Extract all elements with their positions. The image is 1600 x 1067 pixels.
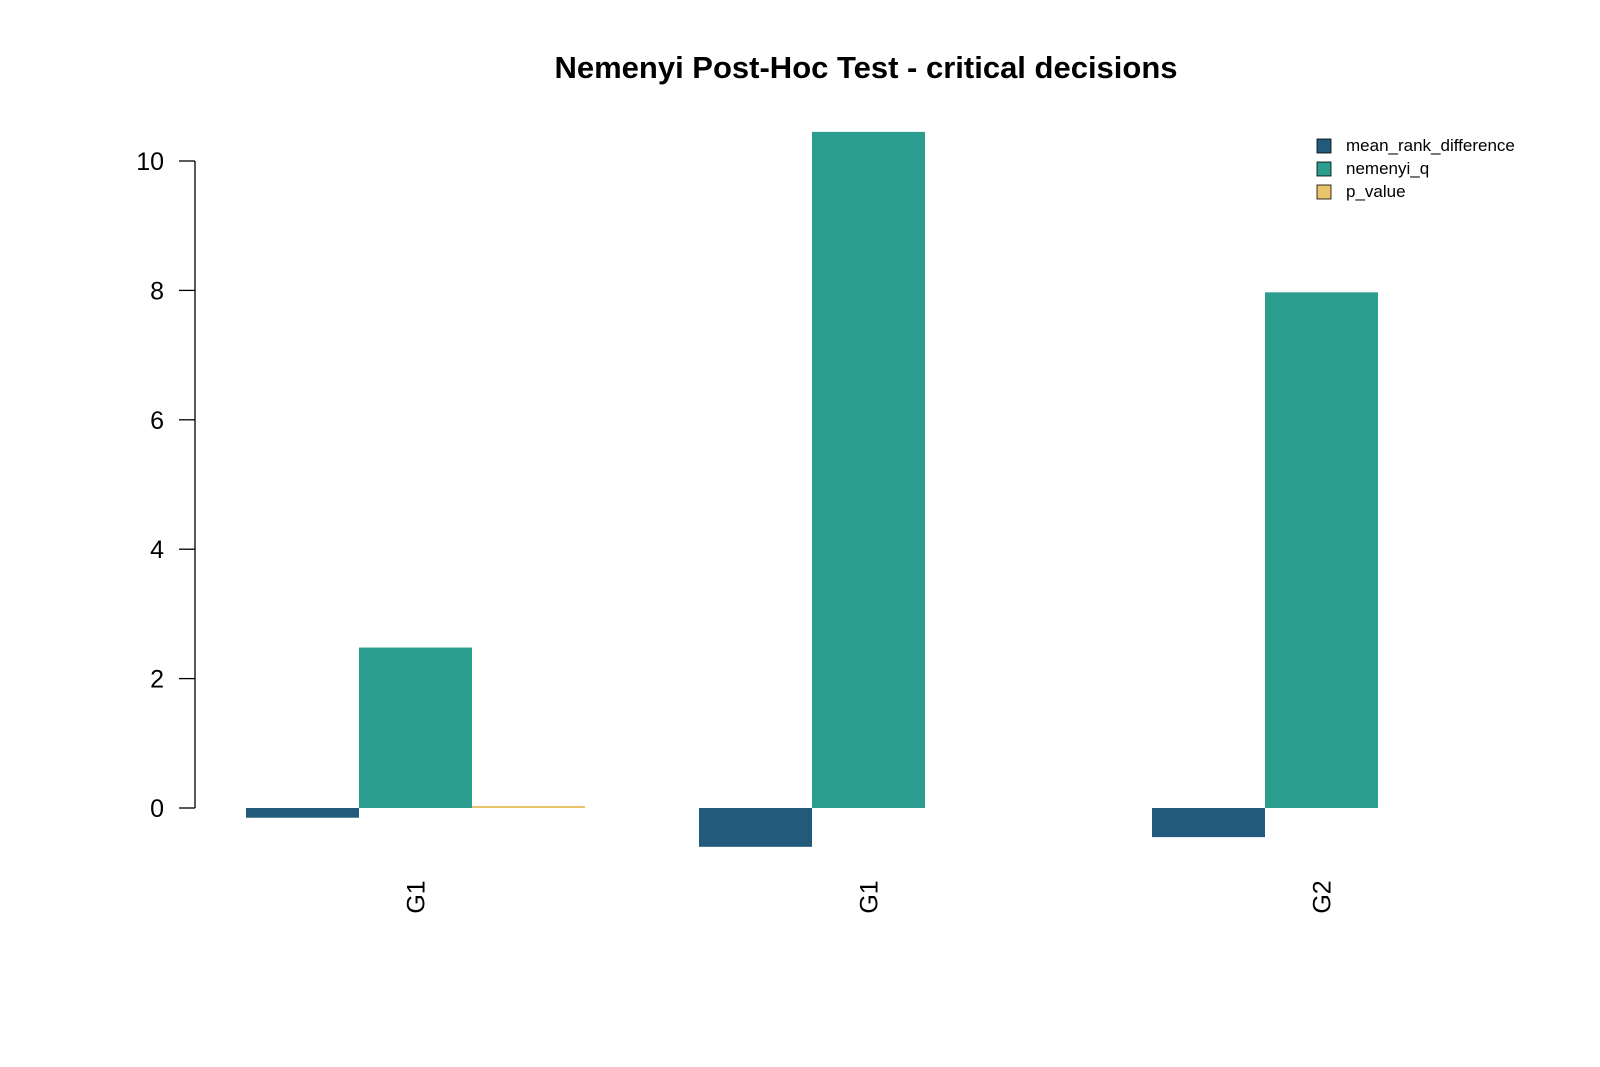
legend-label: p_value xyxy=(1346,182,1406,201)
y-tick-label: 0 xyxy=(150,795,164,823)
y-tick-label: 6 xyxy=(150,407,164,435)
legend-label: nemenyi_q xyxy=(1346,159,1429,178)
y-tick-label: 10 xyxy=(136,148,164,176)
bar-mean-rank-difference xyxy=(699,808,812,847)
x-category-label: G2 xyxy=(1309,880,1337,913)
bar-nemenyi-q xyxy=(1265,292,1378,808)
bar-mean-rank-difference xyxy=(246,808,359,818)
chart-title: Nemenyi Post-Hoc Test - critical decisio… xyxy=(554,50,1177,85)
bar-mean-rank-difference xyxy=(1152,808,1265,838)
y-axis: 0 2 4 6 8 10 xyxy=(136,148,196,823)
legend-swatch xyxy=(1316,138,1332,154)
bar-nemenyi-q xyxy=(812,131,925,808)
x-category-label: G1 xyxy=(403,880,431,913)
legend-swatch xyxy=(1316,184,1332,200)
legend-label: mean_rank_difference xyxy=(1346,136,1515,155)
legend-swatch xyxy=(1316,161,1332,177)
x-axis-labels: G1 G1 G2 xyxy=(403,880,1337,913)
bars-group xyxy=(246,131,1378,847)
bar-p-value xyxy=(472,806,585,808)
y-tick-label: 4 xyxy=(150,536,164,564)
y-tick-label: 2 xyxy=(150,666,164,694)
legend: mean_rank_difference nemenyi_q p_value xyxy=(1316,136,1515,201)
x-category-label: G1 xyxy=(856,880,884,913)
y-tick-label: 8 xyxy=(150,277,164,305)
bar-nemenyi-q xyxy=(359,647,472,808)
